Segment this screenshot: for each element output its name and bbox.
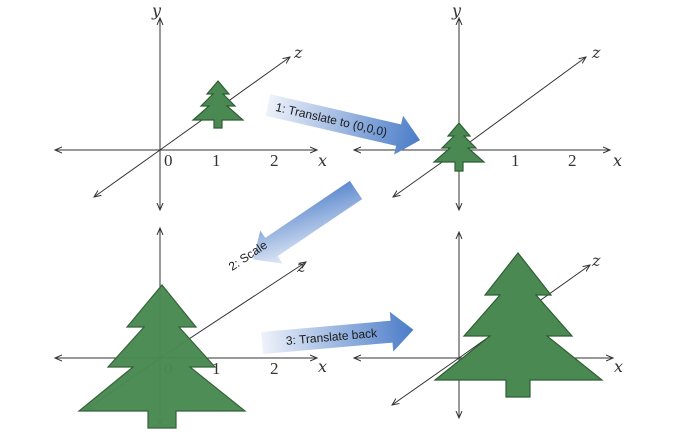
panel-original: y z x 0 1 2 [55,1,327,210]
tick-2: 2 [568,151,577,170]
z-axis [392,357,460,405]
z-axis-label: z [296,257,306,276]
panel-translated-back: z x 0 1 2 [354,232,623,418]
step-arrow-translate-back: 3: Translate back [261,311,414,354]
y-axis-label: y [451,1,462,20]
panel-scaled: z x 0 1 2 [55,228,327,429]
x-axis-label: x [613,151,622,170]
step-arrow-translate: 1: Translate to (0,0,0) [265,94,421,155]
z-axis [458,57,586,151]
tick-2: 2 [270,151,279,170]
z-axis-label: z [591,43,601,62]
tree-shape [433,252,604,398]
tick-1: 1 [212,151,221,170]
panel-translated: y z x 1 2 [354,1,622,210]
y-axis-label: y [151,1,162,20]
z-axis-label: z [293,43,303,62]
tree-shape [191,80,245,129]
tree-shape [77,284,247,429]
z-axis-label: z [591,251,601,270]
tick-origin: 0 [164,151,173,170]
x-axis-label: x [318,357,327,376]
step-arrow-scale: 2: Scale [226,180,363,274]
tick-1: 1 [511,151,520,170]
x-axis-label: x [614,357,623,376]
tick-2: 2 [270,359,279,378]
x-axis-label: x [318,151,327,170]
z-axis [94,149,161,197]
tree-shape [432,122,486,172]
tick-1: 1 [212,359,221,378]
